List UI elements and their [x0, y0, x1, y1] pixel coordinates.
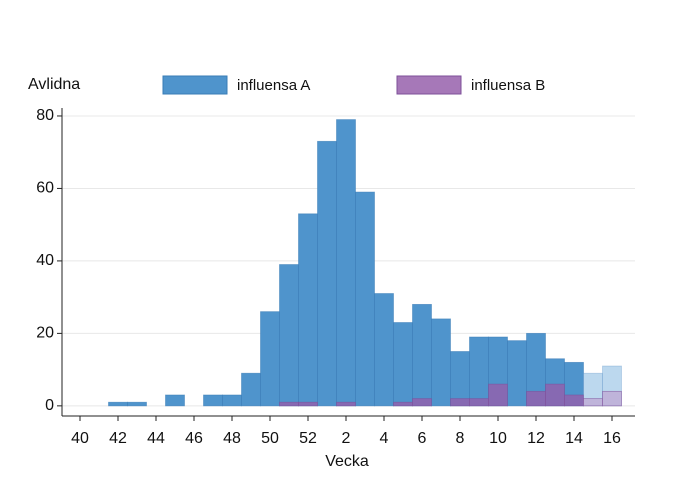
- bar: [450, 351, 470, 407]
- x-tick-label: 8: [456, 430, 465, 447]
- bar: [108, 401, 128, 407]
- bar: [279, 401, 299, 407]
- y-tick-label: 0: [45, 397, 54, 414]
- x-tick-label: 52: [299, 430, 317, 447]
- x-tick-label: 44: [147, 430, 165, 447]
- bar: [564, 394, 584, 407]
- y-tick-label: 80: [36, 107, 54, 124]
- x-tick-label: 50: [261, 430, 279, 447]
- x-tick-label: 16: [603, 430, 621, 447]
- y-tick-label: 20: [36, 325, 54, 342]
- x-tick-label: 4: [380, 430, 389, 447]
- x-tick-label: 42: [109, 430, 127, 447]
- bar: [450, 398, 470, 407]
- bar: [336, 401, 356, 407]
- bar: [393, 401, 413, 407]
- x-tick-label: 40: [71, 430, 89, 447]
- bar: [298, 401, 318, 407]
- bar: [393, 322, 413, 407]
- bar: [602, 390, 622, 407]
- bar: [583, 398, 603, 407]
- bar: [279, 264, 299, 407]
- legend-label: influensa B: [471, 77, 545, 94]
- x-tick-label: 48: [223, 430, 241, 447]
- bar: [526, 390, 546, 407]
- bar: [298, 213, 318, 407]
- x-axis-label: Vecka: [325, 453, 369, 470]
- bar: [127, 401, 147, 407]
- bar: [412, 398, 432, 407]
- x-tick-label: 6: [418, 430, 427, 447]
- legend-swatch: [396, 75, 462, 95]
- bar: [431, 318, 451, 407]
- bar: [222, 394, 242, 407]
- bar: [260, 311, 280, 407]
- bar: [507, 340, 527, 407]
- bar: [469, 336, 489, 407]
- bar: [488, 383, 508, 407]
- bar: [241, 372, 261, 407]
- bar: [336, 119, 356, 407]
- y-axis-label: Avlidna: [28, 76, 80, 93]
- legend-label: influensa A: [237, 77, 310, 94]
- x-tick-label: 12: [527, 430, 545, 447]
- legend-swatch: [162, 75, 228, 95]
- bar: [374, 293, 394, 407]
- bar: [165, 394, 185, 407]
- y-tick-label: 60: [36, 180, 54, 197]
- bar: [545, 383, 565, 407]
- x-tick-label: 46: [185, 430, 203, 447]
- x-tick-label: 2: [342, 430, 351, 447]
- bar: [412, 303, 432, 407]
- y-tick-label: 40: [36, 252, 54, 269]
- x-tick-label: 10: [489, 430, 507, 447]
- bar: [203, 394, 223, 407]
- x-tick-label: 14: [565, 430, 583, 447]
- bar: [355, 191, 375, 407]
- bar: [469, 398, 489, 407]
- bar: [317, 140, 337, 407]
